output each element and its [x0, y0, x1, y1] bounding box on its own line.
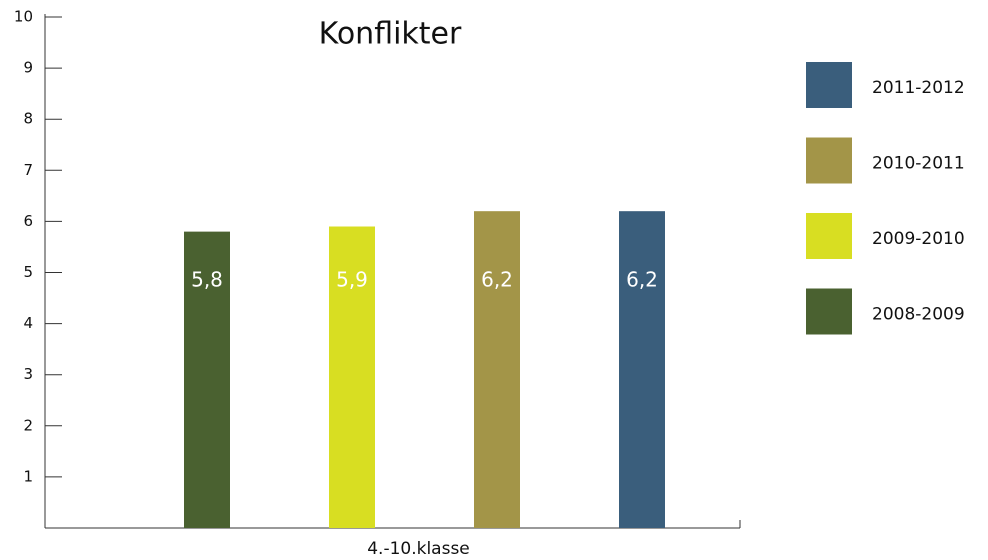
y-tick-label: 7 — [23, 161, 33, 179]
legend-label: 2010-2011 — [872, 154, 965, 174]
legend-swatch — [806, 137, 852, 184]
value-label: 6,2 — [626, 268, 658, 292]
bar — [329, 226, 375, 528]
value-label: 5,9 — [336, 268, 368, 292]
bar — [184, 231, 230, 528]
legend-label: 2009-2010 — [872, 229, 965, 249]
x-tick-label: 4.-10.klasse — [367, 539, 470, 559]
bar — [619, 211, 665, 528]
y-tick-label: 3 — [23, 365, 33, 383]
y-tick-label: 2 — [23, 416, 33, 434]
y-tick-label: 4 — [23, 314, 33, 332]
legend-label: 2011-2012 — [872, 78, 965, 98]
y-tick-label: 6 — [23, 212, 33, 230]
bar — [474, 211, 520, 528]
y-tick-label: 8 — [23, 110, 33, 128]
y-tick-label: 9 — [23, 59, 33, 77]
legend-swatch — [806, 213, 852, 259]
chart-title: Konflikter — [319, 17, 462, 52]
legend-swatch — [806, 62, 852, 108]
value-label: 5,8 — [191, 268, 223, 292]
y-tick-label: 1 — [23, 467, 33, 485]
y-tick-label: 10 — [14, 8, 33, 26]
y-tick-label: 5 — [23, 263, 33, 281]
value-label: 6,2 — [481, 268, 513, 292]
legend-label: 2008-2009 — [872, 305, 965, 325]
legend-swatch — [806, 288, 852, 335]
